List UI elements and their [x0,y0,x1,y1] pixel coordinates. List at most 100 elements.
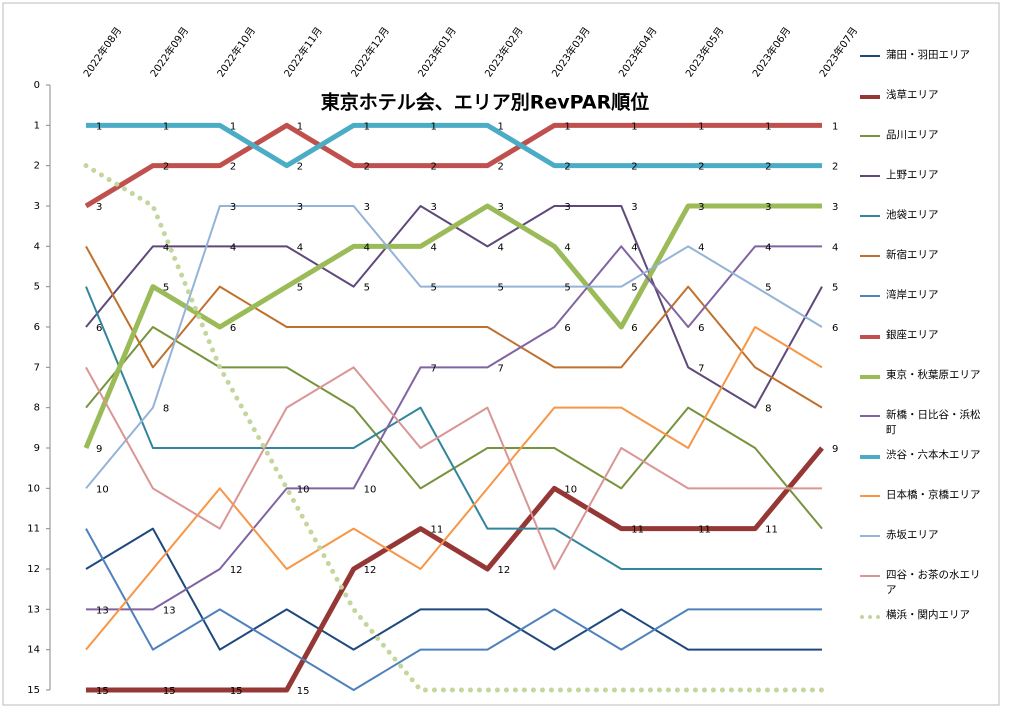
data-label: 6 [832,323,838,334]
data-label: 2 [431,162,437,173]
legend-label: 湾岸エリア [886,289,939,301]
chart-border [2,2,1000,706]
legend-item: 日本橋・京橋エリア [860,488,990,503]
x-tick-label: 2023年03月 [549,24,593,79]
data-label: 12 [364,565,377,576]
legend-label: 横浜・関内エリア [886,609,970,621]
data-label: 6 [631,323,637,334]
data-label: 5 [765,283,771,294]
y-tick-label: 7 [34,362,40,373]
legend-swatch [860,415,880,417]
series-line [85,366,822,570]
data-label: 1 [832,121,838,132]
data-label: 2 [297,162,303,173]
data-label: 1 [163,121,169,132]
data-label: 13 [96,605,109,616]
series-line [86,446,824,693]
data-label: 8 [163,404,169,415]
x-tick-label: 2023年04月 [616,24,660,79]
data-label: 6 [96,323,102,334]
series-line [83,163,825,693]
data-label: 6 [698,323,704,334]
data-label: 1 [230,121,236,132]
data-label: 2 [564,162,570,173]
data-label: 11 [765,525,778,536]
legend-item: 上野エリア [860,168,990,183]
data-label: 7 [698,363,704,374]
data-label: 3 [698,202,704,213]
legend-label: 品川エリア [886,129,939,141]
data-label: 2 [163,162,169,173]
legend-swatch [860,575,880,577]
data-label: 5 [364,283,370,294]
data-label: 11 [698,525,711,536]
data-label: 5 [832,283,838,294]
legend-label: 四谷・お茶の水エリア [886,569,981,596]
legend-item: 新宿エリア [860,248,990,263]
data-label: 1 [364,121,370,132]
data-label: 5 [564,283,570,294]
legend-label: 銀座エリア [886,329,939,341]
series-line [86,122,822,169]
data-label: 2 [698,162,704,173]
data-label: 1 [765,121,771,132]
legend-item: 湾岸エリア [860,288,990,303]
legend-swatch [860,175,880,177]
data-label: 2 [230,162,236,173]
data-label: 2 [765,162,771,173]
series-line [85,326,823,651]
data-label: 1 [497,121,503,132]
y-tick-label: 8 [34,403,40,414]
x-tick-label: 2022年08月 [80,24,124,79]
data-label: 10 [564,484,577,495]
x-tick-label: 2023年07月 [816,24,860,79]
legend-label: 新宿エリア [886,249,939,261]
data-label: 4 [631,242,637,253]
data-label: 15 [297,686,310,697]
legend-label: 渋谷・六本木エリア [886,449,981,461]
data-label: 7 [431,363,437,374]
data-label: 5 [631,283,637,294]
data-label: 3 [230,202,236,213]
data-label: 10 [297,484,310,495]
y-tick-label: 6 [34,322,40,333]
y-tick-label: 2 [34,161,40,172]
series-line [85,245,823,409]
legend-label: 日本橋・京橋エリア [886,489,981,501]
data-label: 4 [230,242,236,253]
series-line [85,527,822,651]
data-label: 1 [297,121,303,132]
legend-swatch [860,135,880,137]
y-tick-label: 9 [34,443,40,454]
legend-swatch [860,55,880,57]
data-label: 4 [832,242,838,253]
data-label: 12 [230,565,243,576]
data-label: 1 [698,121,704,132]
data-label: 3 [297,202,303,213]
data-label: 15 [96,686,109,697]
x-tick-label: 2022年09月 [147,24,191,79]
data-label: 3 [631,202,637,213]
legend-item: 四谷・お茶の水エリア [860,568,990,598]
legend-item: 横浜・関内エリア [860,608,990,623]
data-label: 2 [832,162,838,173]
legend-item: 蒲田・羽田エリア [860,48,990,63]
y-tick-label: 15 [27,685,40,696]
legend-swatch [860,615,880,619]
data-label: 5 [431,283,437,294]
data-label: 2 [631,162,637,173]
data-label: 4 [698,242,704,253]
y-tick-label: 10 [27,483,40,494]
legend-label: 東京・秋葉原エリア [886,369,981,381]
y-tick-label: 14 [27,645,40,656]
legend-label: 新橋・日比谷・浜松町 [886,409,981,436]
data-label: 2 [497,162,503,173]
y-tick-label: 0 [34,80,40,91]
legend-item: 池袋エリア [860,208,990,223]
data-label: 4 [297,242,303,253]
legend-swatch [860,535,880,537]
data-label: 11 [631,525,644,536]
data-label: 4 [564,242,570,253]
series-line [83,203,822,449]
